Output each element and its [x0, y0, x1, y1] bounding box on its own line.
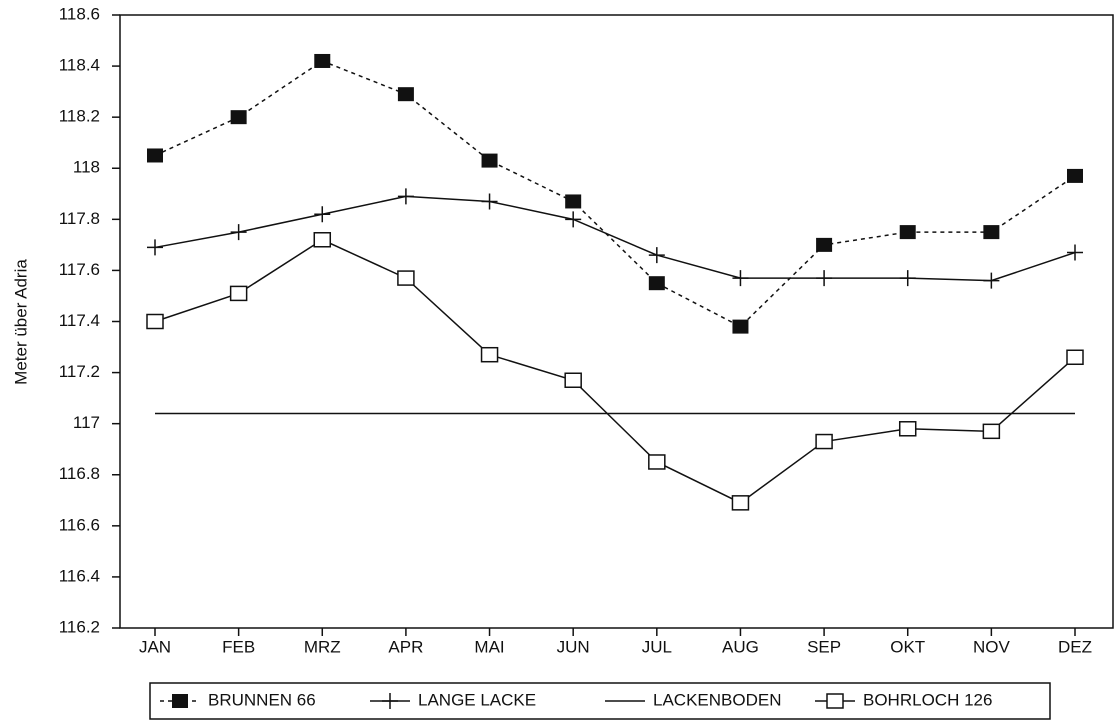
marker [731, 495, 750, 511]
legend-label: LACKENBODEN [653, 690, 781, 709]
y-tick-label: 117.4 [59, 311, 100, 330]
legend-marker [826, 693, 844, 709]
marker [816, 270, 833, 287]
x-tick-label: JUL [642, 637, 672, 656]
x-tick-label: FEB [222, 637, 255, 656]
y-tick-label: 117.8 [59, 209, 100, 228]
marker [147, 239, 163, 256]
legend-box [149, 682, 1051, 720]
y-tick-label: 118.2 [59, 107, 100, 126]
marker [983, 272, 1000, 289]
x-tick-label: AUG [722, 637, 759, 656]
marker [314, 53, 331, 68]
y-tick-label: 116.4 [59, 566, 100, 585]
marker [480, 346, 499, 363]
series-line [154, 195, 1076, 282]
marker [899, 225, 916, 240]
legend-marker [382, 693, 398, 709]
y-tick-label: 118.4 [59, 56, 100, 75]
marker [732, 319, 749, 334]
marker [1066, 349, 1084, 366]
x-tick-label: MAI [474, 637, 504, 656]
marker [899, 270, 916, 287]
marker [1067, 244, 1083, 261]
series-line [154, 238, 1076, 504]
marker [898, 421, 917, 437]
legend-label: BOHRLOCH 126 [863, 690, 992, 709]
marker [481, 153, 498, 168]
y-tick-label: 117.6 [59, 260, 100, 279]
x-tick-label: MRZ [304, 637, 341, 656]
x-tick-label: DEZ [1058, 637, 1092, 656]
marker [564, 372, 582, 388]
y-tick-label: 116.2 [59, 617, 100, 636]
x-tick-label: APR [388, 637, 423, 656]
marker [229, 285, 248, 302]
marker [565, 194, 582, 209]
y-axis-label: Meter über Adria [11, 259, 30, 385]
marker [732, 270, 749, 287]
marker [397, 87, 414, 102]
marker [230, 224, 247, 241]
marker [146, 313, 164, 330]
marker [397, 188, 414, 205]
y-tick-label: 118 [73, 158, 100, 177]
y-tick-label: 116.6 [59, 515, 100, 534]
marker [147, 148, 163, 163]
plot-frame [119, 14, 1114, 629]
marker [648, 454, 666, 470]
y-tick-label: 117 [73, 413, 100, 432]
marker [481, 193, 498, 210]
y-tick-label: 118.6 [59, 4, 100, 23]
marker [816, 237, 833, 252]
marker [815, 433, 833, 450]
legend-marker [172, 694, 188, 708]
marker [313, 232, 332, 248]
marker [648, 247, 665, 264]
series-line [154, 60, 1076, 328]
marker [648, 276, 665, 291]
marker [397, 270, 415, 286]
marker [1067, 168, 1083, 183]
y-tick-label: 117.2 [59, 362, 100, 381]
x-tick-label: OKT [890, 637, 925, 656]
legend-label: BRUNNEN 66 [208, 690, 316, 709]
marker [314, 206, 331, 223]
y-tick-label: 116.8 [59, 464, 100, 483]
marker [982, 423, 1001, 440]
x-tick-label: SEP [807, 637, 841, 656]
x-tick-label: JUN [557, 637, 590, 656]
legend-label: LANGE LACKE [418, 690, 536, 709]
marker [565, 211, 582, 228]
marker [230, 110, 247, 125]
marker [983, 225, 1000, 240]
x-tick-label: NOV [973, 637, 1011, 656]
x-tick-label: JAN [139, 637, 171, 656]
